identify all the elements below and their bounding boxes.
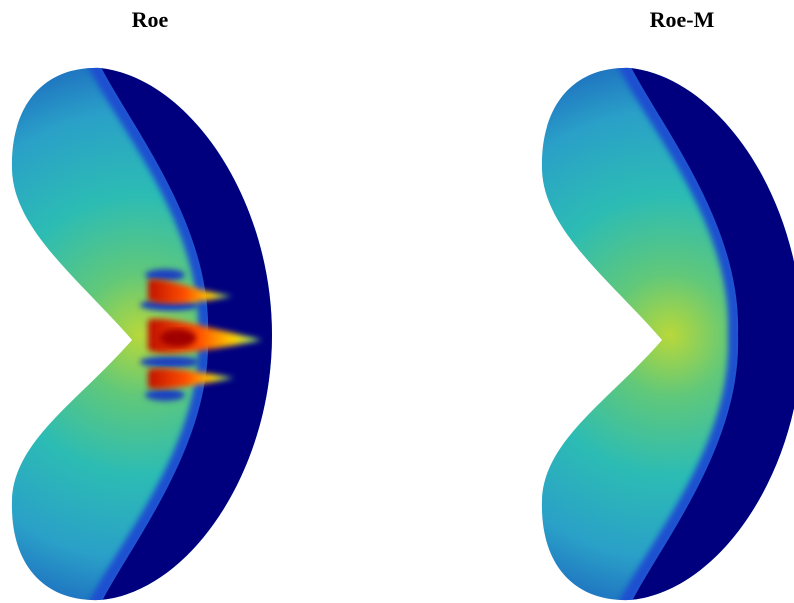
panel-title: Roe-M xyxy=(650,7,715,32)
panel-title: Roe xyxy=(132,7,169,32)
figure: Roe Roe-M xyxy=(0,0,794,603)
roe-m-field xyxy=(542,55,794,603)
roe-field xyxy=(12,55,300,603)
